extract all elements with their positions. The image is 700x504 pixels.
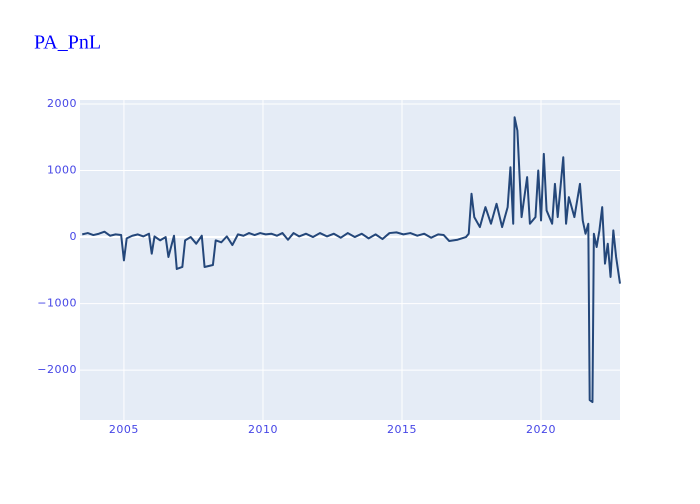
x-tick-label: 2020	[526, 423, 556, 436]
y-tick-label: 0	[70, 230, 78, 243]
y-tick-label: 1000	[47, 164, 77, 177]
chart-title: PA_PnL	[34, 32, 101, 54]
plot-area	[80, 100, 620, 420]
x-tick-label: 2015	[387, 423, 417, 436]
y-tick-label: 2000	[47, 97, 77, 110]
y-tick-label: −1000	[37, 297, 77, 310]
x-tick-label: 2010	[248, 423, 278, 436]
data-line	[81, 116, 621, 404]
x-tick-label: 2005	[109, 423, 139, 436]
y-tick-label: −2000	[37, 363, 77, 376]
